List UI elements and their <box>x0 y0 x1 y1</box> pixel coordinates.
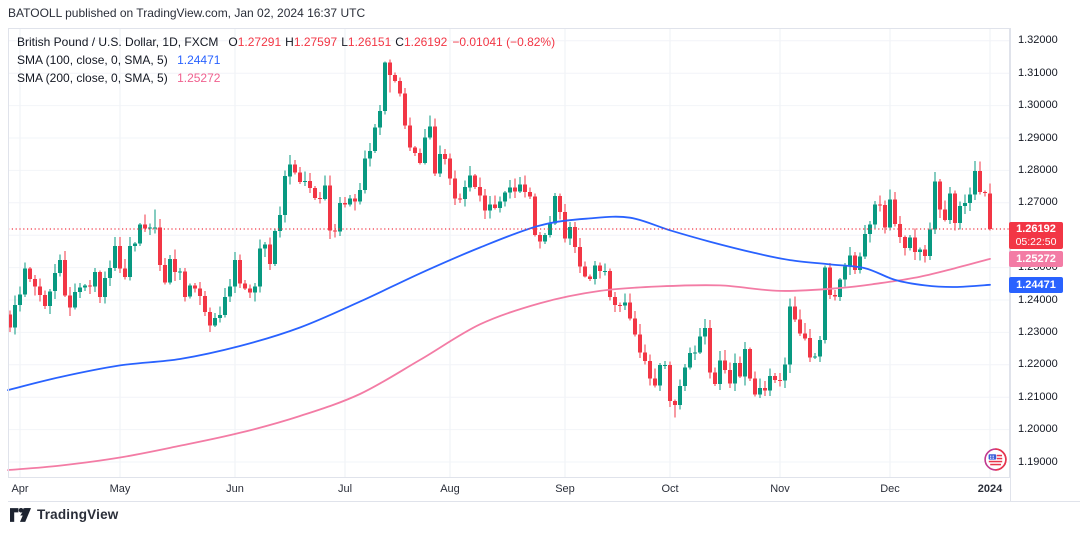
ohlc-value: 1.27291 <box>237 35 282 49</box>
panel-bottom-border <box>8 501 1080 502</box>
flag-avatar-icon <box>984 448 1007 471</box>
price-tick-label: 1.22000 <box>1018 358 1058 371</box>
ohlc-key: L <box>341 35 348 49</box>
month-label: 2024 <box>977 483 1003 495</box>
brand-name: TradingView <box>37 507 119 522</box>
price-tick-label: 1.27000 <box>1018 196 1058 209</box>
price-tick-label: 1.30000 <box>1018 99 1058 112</box>
legend-sma100-row[interactable]: SMA (100, close, 0, SMA, 5) 1.24471 <box>17 51 555 69</box>
tradingview-attribution[interactable]: TradingView <box>10 507 118 522</box>
month-label: Aug <box>440 483 460 495</box>
last-price-value: 1.26192 <box>1016 222 1056 235</box>
month-label: Apr <box>11 483 29 495</box>
published-attribution: BATOOLL published on TradingView.com, Ja… <box>8 6 366 20</box>
month-label: Jul <box>337 483 353 495</box>
ohlc-key: O <box>228 35 238 49</box>
month-label: Nov <box>770 483 790 495</box>
month-label: Sep <box>555 483 575 495</box>
month-label: May <box>109 483 131 495</box>
price-tick-label: 1.29000 <box>1018 131 1058 144</box>
sma100-label: SMA (100, close, 0, SMA, 5) <box>17 53 168 67</box>
ohlc-value: 1.26192 <box>403 35 448 49</box>
month-label: Jun <box>226 483 244 495</box>
price-tick-label: 1.21000 <box>1018 390 1058 403</box>
price-axis[interactable]: 1.26192 05:22:50 1.25272 1.24471 1.32000… <box>1009 0 1080 501</box>
last-price-label: 1.26192 05:22:50 <box>1009 221 1063 249</box>
change-value: −0.01041 (−0.82%) <box>452 35 556 49</box>
month-label: Oct <box>661 483 679 495</box>
price-tick-label: 1.20000 <box>1018 423 1058 436</box>
price-tick-label: 1.31000 <box>1018 66 1058 79</box>
sma200-price-label: 1.25272 <box>1009 250 1063 267</box>
legend-sma200-row[interactable]: SMA (200, close, 0, SMA, 5) 1.25272 <box>17 69 555 87</box>
publisher-avatar[interactable] <box>984 448 1007 471</box>
price-tick-label: 1.32000 <box>1018 34 1058 47</box>
chart-legend: British Pound / U.S. Dollar, 1D, FXCM O1.… <box>17 33 555 87</box>
sma200-value: 1.25272 <box>177 71 221 85</box>
price-tick-label: 1.23000 <box>1018 325 1058 338</box>
ohlc-value: 1.27597 <box>293 35 338 49</box>
sma200-label: SMA (200, close, 0, SMA, 5) <box>17 71 168 85</box>
bar-countdown: 05:22:50 <box>1015 235 1057 248</box>
tradingview-logo-icon <box>10 507 31 522</box>
price-tick-label: 1.28000 <box>1018 163 1058 176</box>
time-axis[interactable]: Apr May Jun Jul Aug Sep Oct Nov Dec 2024 <box>0 478 1010 501</box>
month-label: Dec <box>880 483 900 495</box>
price-chart-canvas[interactable] <box>0 0 1010 502</box>
legend-symbol-row[interactable]: British Pound / U.S. Dollar, 1D, FXCM O1.… <box>17 33 555 51</box>
symbol-title[interactable]: British Pound / U.S. Dollar, 1D, FXCM <box>17 35 219 49</box>
sma100-price-label: 1.24471 <box>1009 276 1063 293</box>
price-tick-label: 1.19000 <box>1018 455 1058 468</box>
ohlc-key: C <box>395 35 404 49</box>
ohlc-key: H <box>285 35 294 49</box>
ohlc-values: O1.27291 H1.27597 L1.26151 C1.26192 −0.01041… <box>224 35 555 49</box>
ohlc-value: 1.26151 <box>347 35 392 49</box>
price-tick-label: 1.24000 <box>1018 293 1058 306</box>
sma100-value: 1.24471 <box>177 53 221 67</box>
